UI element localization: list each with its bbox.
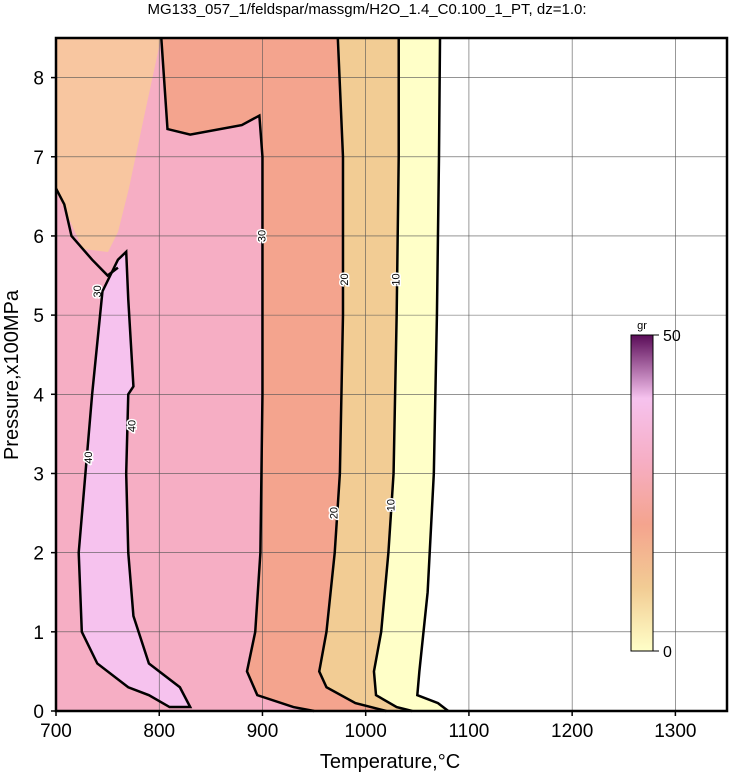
x-tick-label: 1200: [551, 721, 593, 742]
y-tick-label: 6: [33, 227, 44, 248]
contour-label: 20: [339, 273, 351, 285]
y-tick-label: 7: [33, 148, 44, 169]
x-tick-label: 800: [143, 721, 175, 742]
contour-line: [77, 248, 193, 709]
x-tick-label: 700: [40, 721, 72, 742]
colorbar-tick-label: 50: [663, 328, 681, 345]
contour-line: [317, 37, 387, 713]
y-tick-label: 0: [33, 702, 44, 723]
y-tick-label: 3: [33, 464, 44, 485]
contour-label: 30: [256, 230, 268, 242]
contour-fill: [78, 251, 191, 708]
contour-label: 10: [385, 499, 397, 511]
colorbar-tick-label: 0: [663, 644, 672, 661]
phase-region: [56, 38, 161, 252]
colorbar: [630, 334, 654, 652]
y-tick-label: 4: [33, 385, 44, 406]
x-tick-label: 1000: [345, 721, 387, 742]
y-tick-label: 5: [33, 306, 44, 327]
x-axis-label: Temperature,°C: [320, 751, 460, 773]
contour-line: [372, 38, 413, 713]
x-tick-label: 1100: [448, 721, 489, 742]
contour-label: 40: [126, 420, 138, 432]
y-axis-label: Pressure,x100MPa: [1, 289, 23, 460]
contour-label: 40: [83, 452, 95, 464]
chart-title: MG133_057_1/feldspar/massgm/H2O_1.4_C0.1…: [147, 1, 586, 18]
x-tick-label: 900: [247, 721, 279, 742]
contour-line: [54, 187, 119, 278]
y-tick-label: 1: [33, 623, 44, 644]
contour-label: 20: [329, 507, 341, 519]
contour-label: 10: [391, 273, 403, 285]
x-tick-label: 1300: [654, 721, 696, 742]
plot-frame: [54, 36, 729, 713]
contour-line: [415, 37, 450, 712]
contour-line: [160, 37, 315, 713]
y-tick-label: 8: [33, 69, 44, 90]
colorbar-label: gr: [637, 320, 647, 332]
y-tick-label: 2: [33, 544, 44, 565]
